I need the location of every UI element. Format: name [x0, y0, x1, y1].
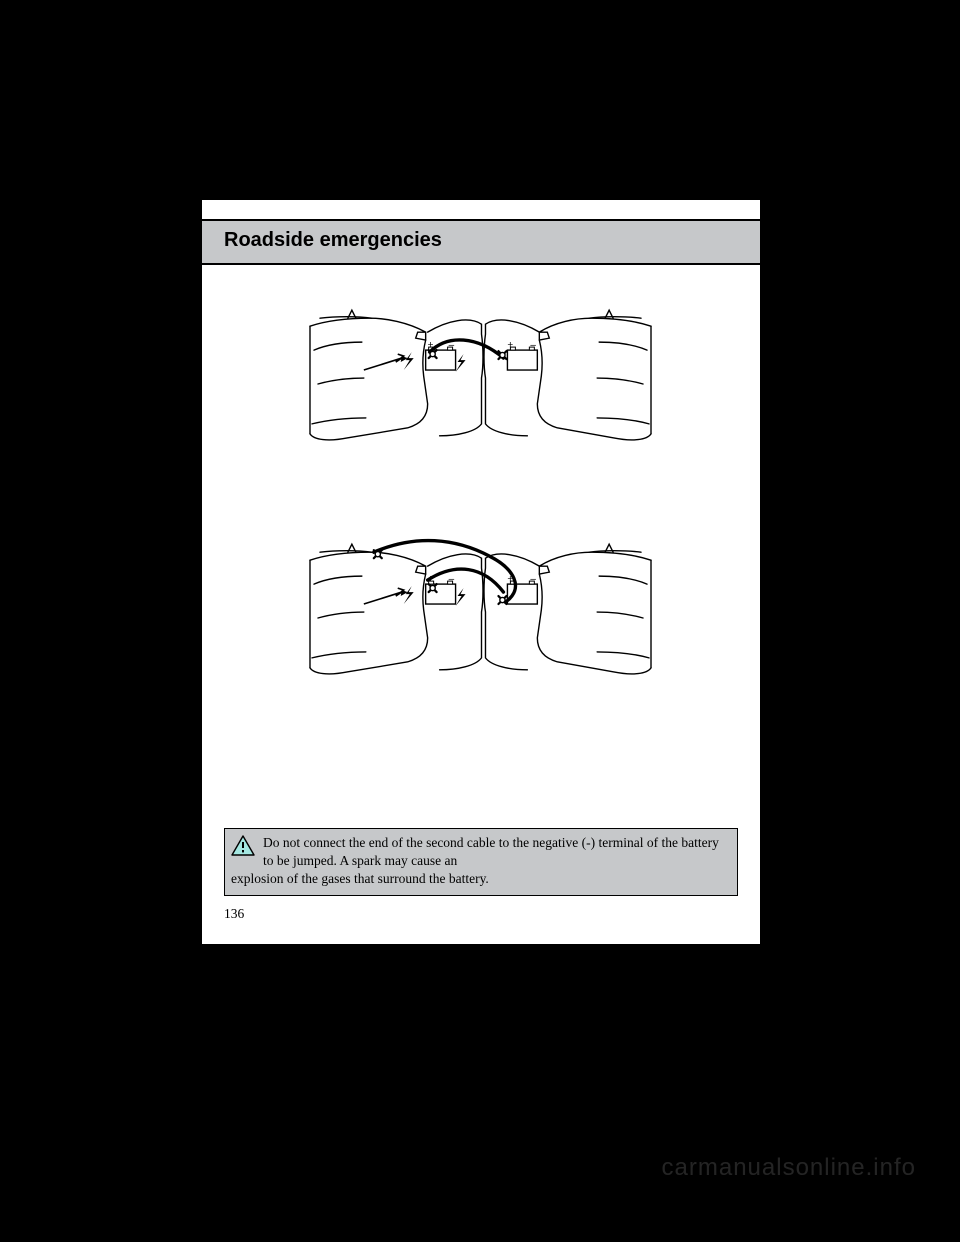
section-header-bar: Roadside emergencies	[202, 219, 760, 265]
watermark-text: carmanualsonline.info	[662, 1154, 916, 1182]
svg-text:–: –	[530, 574, 536, 585]
warning-icon	[231, 835, 255, 857]
warning-text-line3: explosion of the gases that surround the…	[231, 870, 731, 888]
svg-text:+: +	[507, 340, 513, 351]
diagram-svg-step3: +–+–	[308, 296, 653, 468]
warning-text-line1-2: Do not connect the end of the second cab…	[263, 834, 731, 870]
page-number: 136	[224, 906, 244, 922]
jumpstart-diagram-step3: +–+–	[308, 296, 653, 468]
svg-text:–: –	[449, 574, 455, 585]
svg-text:–: –	[530, 340, 536, 351]
manual-page: Roadside emergencies +–+– +–+– Do not co…	[202, 200, 760, 944]
section-title: Roadside emergencies	[224, 229, 442, 252]
diagram-svg-step4: +–+–	[308, 530, 653, 702]
jumpstart-diagram-step4: +–+–	[308, 530, 653, 702]
warning-callout: Do not connect the end of the second cab…	[224, 828, 738, 896]
